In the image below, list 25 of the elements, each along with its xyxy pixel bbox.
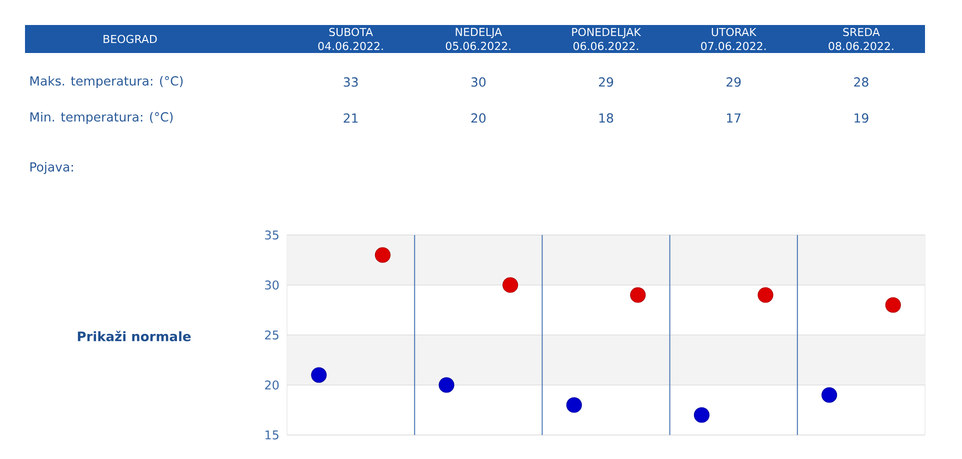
y-tick-label: 30 — [265, 280, 279, 290]
data-label: 29 — [726, 77, 741, 87]
data-label: 18 — [599, 113, 614, 123]
y-tick-label: 15 — [266, 430, 278, 440]
y-tick-label: 35 — [265, 230, 278, 240]
y-tick-label: 20 — [265, 380, 279, 390]
data-label: 21 — [344, 113, 358, 123]
data-label: 29 — [598, 77, 614, 87]
text: NEDELJA 05.06.2022. — [446, 28, 510, 50]
text: UTORAK 07.06.2022. — [701, 28, 766, 50]
data-label: 20 — [471, 113, 486, 123]
text: Pojava: — [30, 162, 73, 174]
text: BEOGRAD — [104, 34, 157, 44]
y-tick-label: 25 — [265, 330, 278, 340]
data-label: 30 — [471, 77, 486, 87]
text: Maks. temperatura: (°C) — [30, 76, 183, 88]
data-label: 33 — [344, 77, 358, 87]
data-label: 19 — [854, 113, 868, 123]
text: SUBOTA 04.06.2022. — [318, 28, 383, 50]
data-label: 28 — [854, 77, 868, 87]
data-label: 17 — [727, 113, 740, 123]
text: SREDA 08.06.2022. — [828, 28, 894, 50]
text: PONEDELJAK 06.06.2022. — [572, 28, 642, 50]
text: Prikaži normale — [78, 330, 191, 342]
text: Min. temperatura: (°C) — [30, 112, 173, 124]
